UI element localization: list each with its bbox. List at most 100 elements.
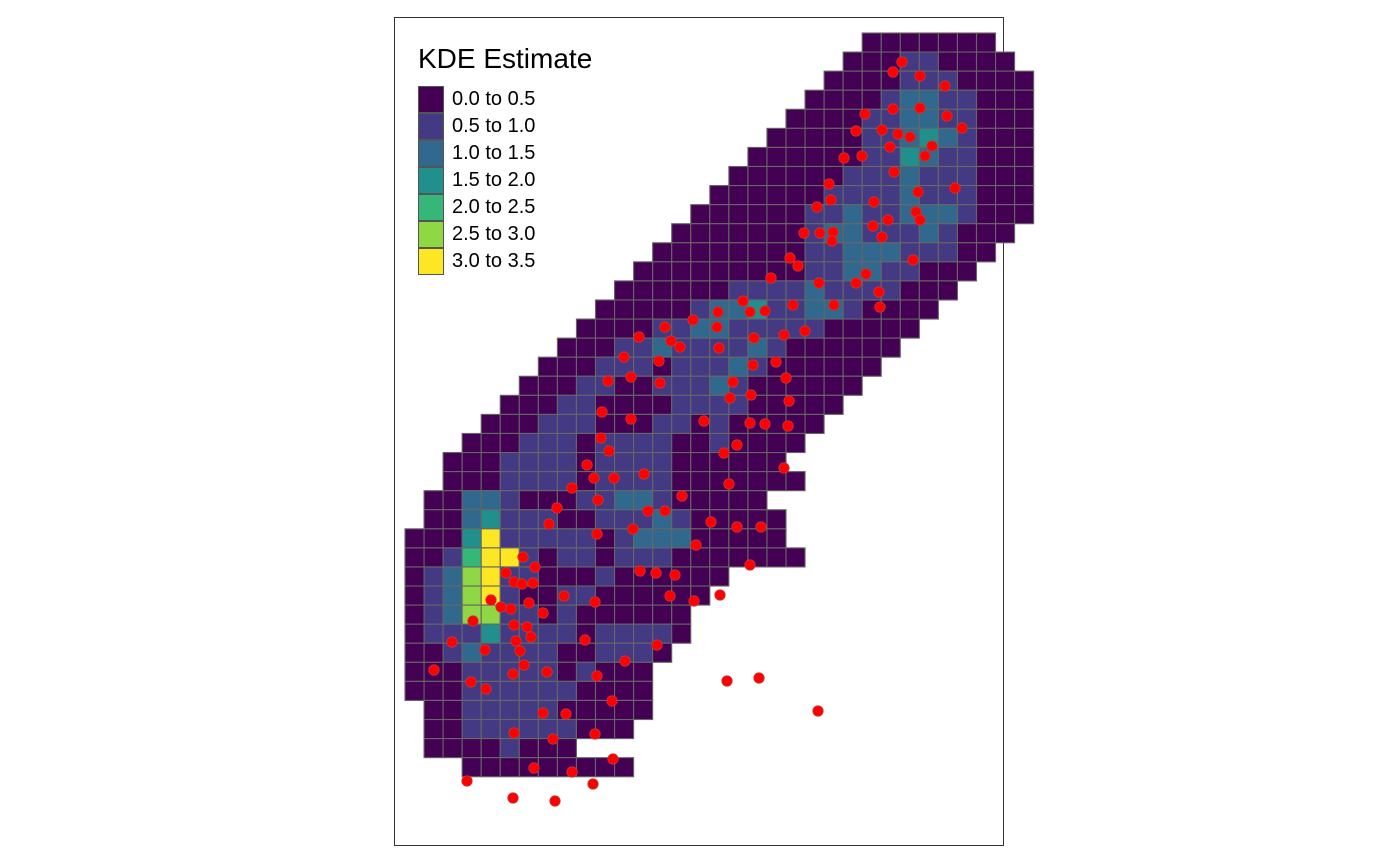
event-point	[765, 272, 777, 284]
grid-cell	[499, 547, 520, 568]
grid-cell	[518, 738, 539, 759]
legend: KDE Estimate 0.0 to 0.5 0.5 to 1.0 1.0 to …	[418, 42, 592, 275]
grid-cell	[404, 585, 425, 606]
event-point	[589, 596, 601, 608]
event-point	[780, 372, 792, 384]
event-point	[665, 335, 677, 347]
grid-cell	[537, 757, 558, 778]
grid-cell	[785, 165, 806, 187]
event-point	[495, 601, 507, 613]
grid-cell	[423, 718, 444, 740]
grid-cell	[804, 356, 825, 377]
grid-cell	[556, 642, 578, 663]
event-point	[784, 252, 796, 264]
grid-cell	[613, 718, 635, 740]
grid-cell	[671, 375, 692, 396]
grid-cell	[861, 51, 882, 72]
event-point	[850, 277, 862, 289]
event-point	[792, 260, 804, 272]
grid-cell	[633, 299, 654, 320]
grid-cell	[671, 356, 692, 377]
grid-cell	[633, 394, 654, 415]
event-point	[912, 186, 924, 198]
grid-cell	[690, 223, 711, 244]
grid-cell	[861, 70, 882, 91]
grid-cell	[575, 566, 597, 587]
event-point	[596, 406, 608, 418]
grid-cell	[918, 280, 939, 301]
event-point	[956, 122, 968, 134]
grid-cell	[556, 718, 578, 740]
grid-cell	[956, 204, 978, 225]
grid-cell	[823, 89, 844, 110]
grid-cell	[1014, 185, 1035, 206]
event-point	[873, 286, 885, 298]
event-point	[608, 472, 620, 484]
grid-cell	[518, 699, 539, 721]
event-point	[907, 254, 919, 266]
grid-cell	[652, 471, 673, 492]
grid-cell	[671, 413, 692, 435]
grid-cell	[956, 261, 978, 282]
event-point	[523, 597, 535, 609]
grid-cell	[747, 451, 768, 473]
grid-cell	[442, 738, 463, 759]
grid-cell	[556, 680, 578, 702]
grid-cell	[442, 604, 463, 625]
event-point	[688, 595, 700, 607]
legend-label: 1.0 to 1.5	[452, 142, 536, 164]
grid-cell	[690, 356, 711, 377]
event-point	[828, 299, 840, 311]
grid-cell	[442, 718, 463, 740]
grid-cell	[556, 337, 578, 358]
grid-cell	[975, 70, 997, 91]
grid-cell	[575, 509, 597, 530]
grid-cell	[652, 242, 673, 263]
grid-cell	[480, 509, 501, 530]
legend-item: 2.5 to 3.0	[418, 221, 592, 248]
grid-cell	[994, 185, 1016, 206]
event-point	[723, 478, 735, 490]
grid-cell	[1014, 89, 1035, 110]
grid-cell	[461, 623, 482, 644]
event-point	[587, 778, 599, 790]
grid-cell	[747, 528, 768, 549]
event-point	[888, 166, 900, 178]
event-point	[745, 389, 757, 401]
event-point	[919, 150, 931, 162]
grid-cell	[537, 528, 558, 549]
grid-cell	[785, 185, 806, 206]
event-point	[812, 705, 824, 717]
event-point	[618, 351, 630, 363]
grid-cell	[747, 490, 768, 511]
grid-cell	[594, 356, 616, 377]
grid-cell	[785, 337, 806, 358]
grid-cell	[556, 356, 578, 377]
grid-cell	[994, 223, 1016, 244]
event-point	[724, 392, 736, 404]
event-point	[747, 359, 759, 371]
event-point	[517, 551, 529, 563]
grid-cell	[1014, 204, 1035, 225]
grid-cell	[633, 680, 654, 702]
grid-cell	[480, 528, 501, 549]
event-point	[856, 150, 868, 162]
event-point	[687, 314, 699, 326]
grid-cell	[690, 490, 711, 511]
grid-cell	[499, 699, 520, 721]
grid-cell	[575, 337, 597, 358]
grid-cell	[556, 451, 578, 473]
grid-cell	[404, 623, 425, 644]
grid-cell	[956, 70, 978, 91]
grid-cell	[804, 89, 825, 110]
grid-cell	[499, 680, 520, 702]
grid-cell	[633, 642, 654, 663]
event-point	[507, 668, 519, 680]
event-point	[714, 589, 726, 601]
grid-cell	[690, 280, 711, 301]
grid-cell	[671, 299, 692, 320]
event-point	[859, 108, 871, 120]
grid-cell	[785, 432, 806, 454]
grid-cell	[804, 185, 825, 206]
